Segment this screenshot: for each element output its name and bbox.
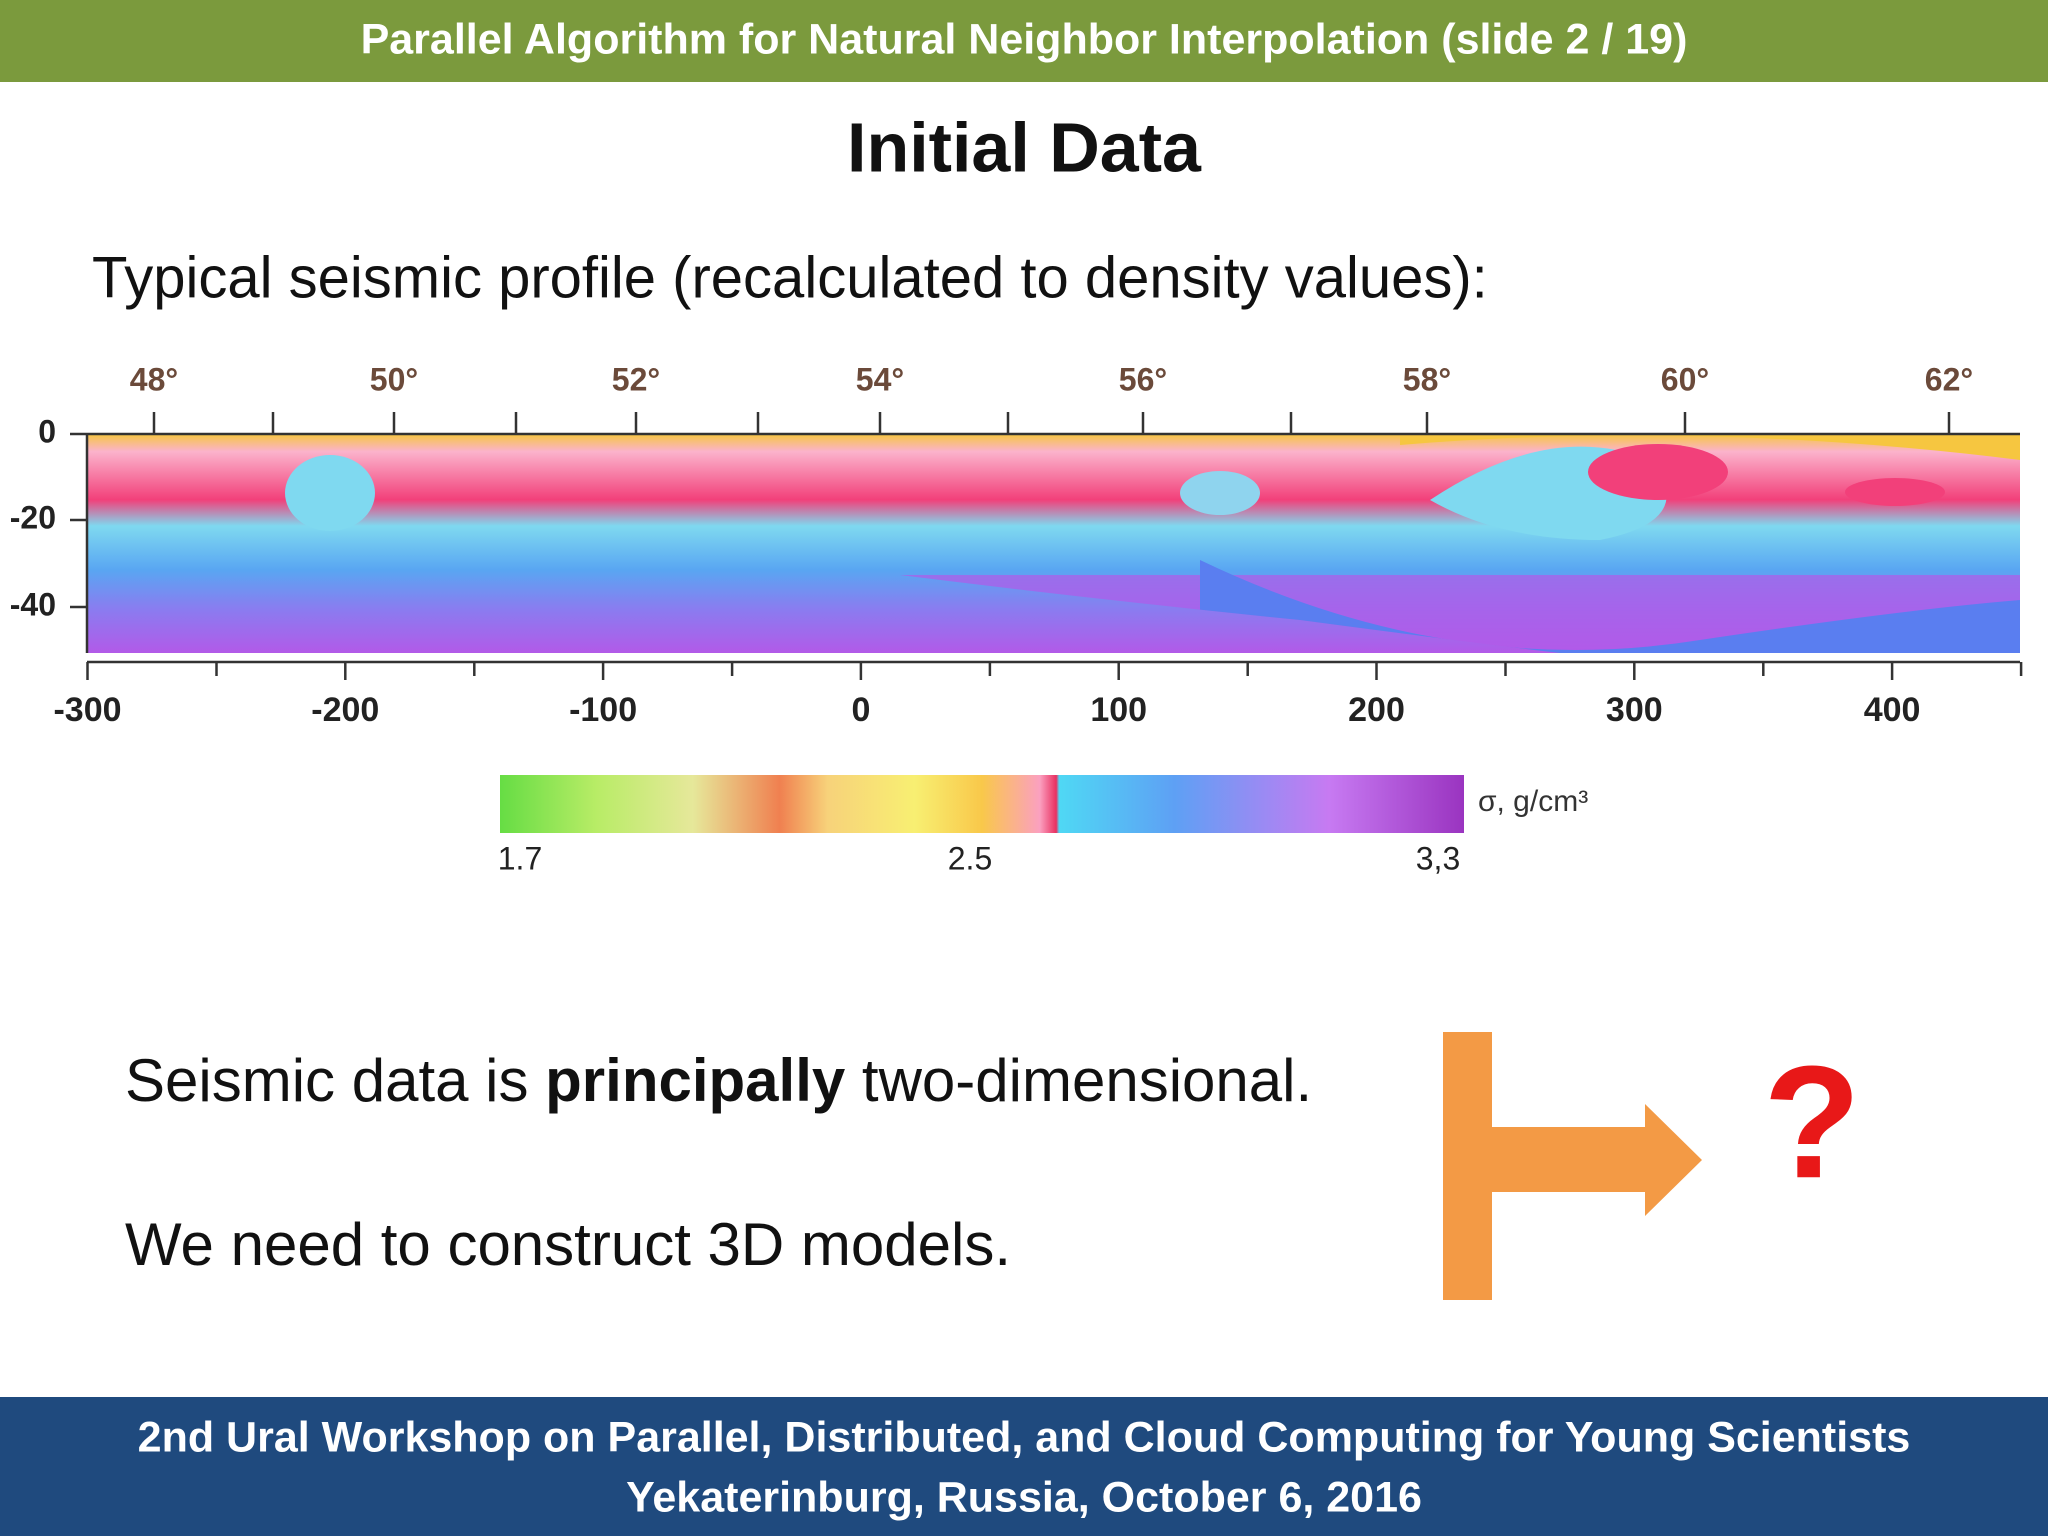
footer-line: 2nd Ural Workshop on Parallel, Distribut… — [138, 1413, 1911, 1461]
bottom-tick-label: -100 — [569, 691, 637, 729]
colorbar-tick-label: 2.5 — [948, 840, 992, 876]
top-tick-label: 52° — [612, 361, 660, 397]
left-tick-label: -20 — [10, 499, 56, 535]
body-line: Seismic data is principally two-dimensio… — [125, 1047, 1312, 1114]
body-line: We need to construct 3D models. — [125, 1211, 1011, 1278]
colorbar-tick-label: 1.7 — [498, 840, 542, 876]
bottom-tick-label: 300 — [1606, 691, 1663, 729]
bottom-tick-label: 100 — [1090, 691, 1147, 729]
header-bar — [0, 0, 2048, 82]
top-tick-label: 56° — [1119, 361, 1167, 397]
text-run: two-dimensional. — [845, 1047, 1312, 1114]
top-tick-label: 58° — [1403, 361, 1451, 397]
header-title: Parallel Algorithm for Natural Neighbor … — [361, 15, 1688, 63]
bold-run: principally — [545, 1047, 846, 1114]
bottom-tick-label: 400 — [1864, 691, 1921, 729]
slide-subtitle: Typical seismic profile (recalculated to… — [92, 245, 1488, 310]
bottom-tick-label: 0 — [851, 691, 870, 729]
colorbar-tick-label: 3,3 — [1416, 840, 1460, 876]
arrow-shape — [1443, 1032, 1702, 1300]
footer-line: Yekaterinburg, Russia, October 6, 2016 — [626, 1473, 1422, 1521]
top-tick-label: 48° — [130, 361, 178, 397]
left-tick-label: 0 — [38, 413, 56, 449]
colorbar — [500, 775, 1464, 833]
top-tick-label: 54° — [856, 361, 904, 397]
top-tick-label: 62° — [1925, 361, 1973, 397]
top-tick-label: 50° — [370, 361, 418, 397]
colorbar-unit: σ, g/cm³ — [1478, 785, 1588, 818]
footer-bar — [0, 1397, 2048, 1536]
left-tick-label: -40 — [10, 586, 56, 622]
slide-title: Initial Data — [847, 108, 1202, 186]
bottom-tick-label: 200 — [1348, 691, 1405, 729]
bottom-tick-label: -200 — [311, 691, 379, 729]
text-run: Seismic data is — [125, 1047, 545, 1114]
bottom-tick-label: -300 — [53, 691, 121, 729]
question-mark: ? — [1763, 1032, 1861, 1211]
top-tick-label: 60° — [1661, 361, 1709, 397]
seismic-figure: σ, g/cm³ 48° 50° 52° 54° 56° 58° 60° 62° 0 -20 -40… — [10, 361, 2023, 876]
